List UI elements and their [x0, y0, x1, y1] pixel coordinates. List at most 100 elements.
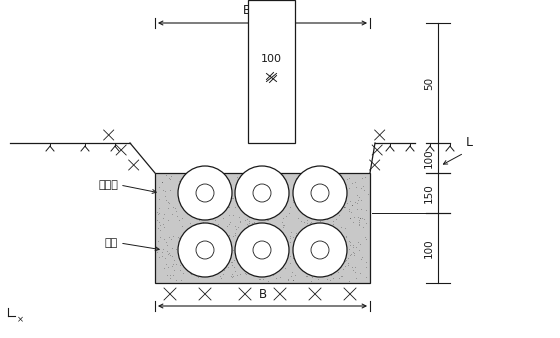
Point	[341, 204, 350, 210]
Point	[157, 179, 166, 185]
Point	[237, 198, 246, 203]
Point	[304, 255, 313, 260]
Point	[283, 277, 292, 283]
Point	[337, 273, 346, 279]
Point	[229, 273, 238, 278]
Point	[300, 207, 309, 212]
Point	[293, 237, 302, 242]
Point	[155, 210, 164, 215]
Point	[252, 232, 261, 238]
Point	[356, 186, 365, 191]
Point	[184, 208, 193, 213]
Point	[263, 244, 272, 249]
Point	[242, 221, 251, 227]
Point	[246, 194, 255, 199]
Point	[311, 200, 320, 206]
Point	[185, 186, 194, 191]
Point	[327, 260, 336, 265]
Point	[344, 209, 353, 214]
Point	[251, 245, 260, 250]
Point	[335, 191, 344, 197]
Point	[175, 235, 184, 240]
Point	[200, 252, 209, 257]
Point	[352, 192, 361, 197]
Point	[362, 207, 371, 212]
Point	[295, 256, 304, 261]
Point	[152, 217, 161, 222]
Point	[359, 224, 368, 230]
Point	[264, 184, 273, 189]
Point	[286, 239, 295, 244]
Point	[206, 244, 214, 249]
Point	[194, 233, 203, 238]
Point	[172, 213, 181, 218]
Point	[265, 193, 274, 198]
Point	[344, 185, 353, 190]
Point	[255, 266, 264, 271]
Point	[336, 185, 345, 190]
Point	[172, 262, 181, 267]
Point	[343, 256, 352, 261]
Point	[333, 269, 342, 274]
Point	[355, 270, 364, 276]
Point	[304, 174, 313, 179]
Point	[248, 266, 256, 271]
Point	[278, 186, 287, 191]
Point	[228, 212, 237, 217]
Point	[292, 230, 301, 236]
Point	[227, 273, 236, 279]
Circle shape	[253, 184, 271, 202]
Point	[272, 275, 281, 281]
Point	[205, 243, 214, 248]
Point	[328, 252, 337, 257]
Point	[211, 218, 220, 223]
Point	[240, 211, 249, 216]
Point	[202, 255, 211, 260]
Point	[321, 197, 330, 202]
Point	[242, 193, 251, 199]
Point	[166, 176, 175, 182]
Point	[167, 236, 176, 241]
Point	[221, 258, 230, 264]
Point	[166, 272, 175, 277]
Point	[250, 222, 259, 227]
Point	[255, 224, 264, 230]
Point	[162, 261, 171, 267]
Point	[211, 239, 220, 245]
Point	[270, 209, 279, 215]
Point	[342, 250, 351, 255]
Point	[250, 204, 259, 210]
Point	[361, 174, 370, 179]
Point	[333, 211, 342, 216]
Point	[233, 272, 242, 277]
Point	[323, 248, 332, 253]
Point	[197, 253, 206, 258]
Circle shape	[311, 241, 329, 259]
Point	[259, 266, 268, 271]
Point	[291, 259, 300, 264]
Point	[213, 221, 222, 227]
Point	[262, 182, 271, 187]
Point	[266, 266, 275, 271]
Point	[354, 220, 363, 225]
Point	[333, 253, 342, 259]
Point	[320, 181, 329, 187]
Point	[236, 218, 245, 223]
Point	[232, 227, 241, 232]
Point	[338, 233, 347, 238]
Point	[335, 263, 344, 269]
Point	[332, 255, 340, 261]
Point	[211, 213, 220, 218]
Point	[219, 271, 228, 276]
Point	[347, 251, 356, 256]
Point	[174, 234, 183, 239]
Point	[153, 238, 162, 243]
Point	[246, 189, 255, 195]
Point	[297, 240, 306, 246]
Point	[350, 214, 359, 220]
Point	[200, 196, 209, 201]
Point	[198, 219, 207, 225]
Point	[280, 222, 289, 228]
Point	[184, 189, 193, 195]
Point	[153, 249, 162, 255]
